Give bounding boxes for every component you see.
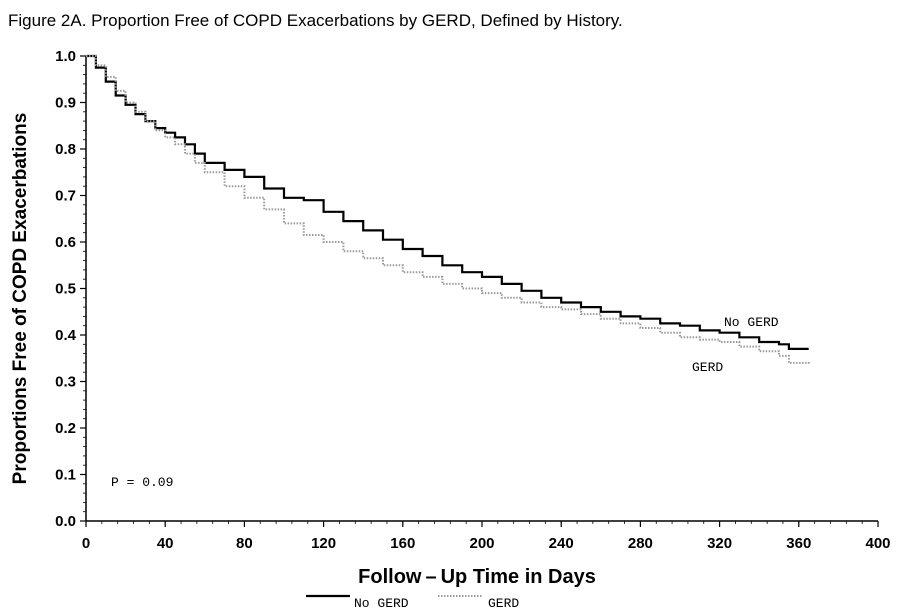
- x-tick-label: 200: [469, 535, 494, 552]
- x-tick-label: 80: [236, 535, 253, 552]
- p-value-annotation: P = 0.09: [111, 475, 173, 490]
- y-axis-label: Proportions Free of COPD Exacerbations: [10, 113, 31, 485]
- chart-legend: No GERD GERD: [306, 594, 519, 611]
- legend-label: GERD: [488, 596, 519, 611]
- y-tick-label: 0.9: [55, 95, 76, 112]
- series-end-label: GERD: [692, 360, 723, 375]
- y-tick-label: 0.4: [55, 327, 77, 344]
- y-tick-label: 0.0: [55, 513, 76, 530]
- legend-label: No GERD: [354, 596, 409, 611]
- chart-axes: 0.0 0.1 0.2 0.3 0.4 0.5 0.6 0.7 0.8 0.9 1.0 0 40 80 12…: [55, 48, 890, 552]
- y-tick-label: 0.7: [55, 188, 76, 205]
- x-tick-label: 400: [865, 535, 890, 552]
- series-line-no-gerd: [86, 54, 809, 350]
- y-tick-label: 0.6: [55, 234, 76, 251]
- labels-layer: Follow – Up Time in Days Proportions Free…: [10, 113, 779, 588]
- x-tick-label: 240: [549, 535, 574, 552]
- y-tick-label: 0.1: [55, 467, 76, 484]
- series-line-gerd: [86, 55, 810, 366]
- y-tick-label: 0.8: [55, 141, 76, 158]
- x-tick-label: 320: [707, 535, 732, 552]
- x-tick-label: 0: [82, 535, 90, 552]
- y-tick-label: 0.3: [55, 374, 76, 391]
- x-axis-label: Follow – Up Time in Days: [358, 566, 596, 588]
- y-tick-label: 1.0: [55, 48, 76, 65]
- series-layer: [86, 54, 810, 366]
- x-tick-label: 40: [157, 535, 174, 552]
- x-tick-label: 160: [390, 535, 415, 552]
- x-tick-label: 120: [311, 535, 336, 552]
- x-tick-label: 280: [628, 535, 653, 552]
- y-tick-label: 0.2: [55, 420, 76, 437]
- series-end-label: No GERD: [724, 315, 779, 330]
- y-tick-label: 0.5: [55, 281, 76, 298]
- x-tick-label: 360: [786, 535, 811, 552]
- figure-title: Figure 2A. Proportion Free of COPD Exace…: [8, 11, 623, 30]
